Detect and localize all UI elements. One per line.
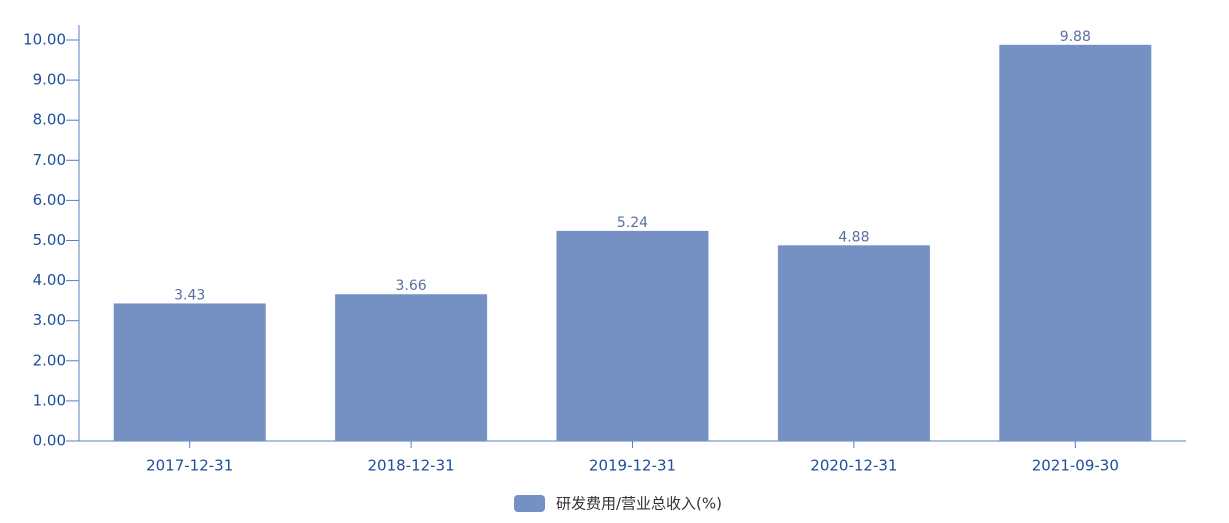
- value-label: 4.88: [838, 229, 869, 245]
- y-tick-label: 7.00: [33, 151, 66, 169]
- y-tick-label: 9.00: [33, 71, 66, 89]
- bar: [113, 303, 266, 441]
- x-tick-label: 2017-12-31: [146, 457, 233, 475]
- x-tick-label: 2019-12-31: [589, 457, 676, 475]
- y-tick-label: 3.00: [33, 311, 66, 329]
- value-label: 3.43: [174, 287, 205, 303]
- y-tick-label: 1.00: [33, 391, 66, 409]
- x-tick-label: 2021-09-30: [1032, 457, 1119, 475]
- legend-swatch[interactable]: [514, 495, 545, 512]
- value-label: 9.88: [1060, 29, 1091, 45]
- legend-label[interactable]: 研发费用/营业总收入(%): [556, 495, 722, 513]
- y-tick-label: 5.00: [33, 231, 66, 249]
- y-tick-label: 8.00: [33, 111, 66, 129]
- bar: [556, 230, 709, 441]
- bar: [335, 294, 488, 441]
- bar: [999, 44, 1152, 441]
- y-tick-label: 10.00: [23, 31, 66, 49]
- x-tick-label: 2020-12-31: [810, 457, 897, 475]
- y-tick-label: 6.00: [33, 191, 66, 209]
- value-label: 3.66: [396, 278, 427, 294]
- y-tick-label: 0.00: [33, 432, 66, 450]
- y-tick-label: 2.00: [33, 351, 66, 369]
- bar: [777, 245, 930, 441]
- y-tick-label: 4.00: [33, 271, 66, 289]
- x-tick-label: 2018-12-31: [368, 457, 455, 475]
- value-label: 5.24: [617, 215, 648, 231]
